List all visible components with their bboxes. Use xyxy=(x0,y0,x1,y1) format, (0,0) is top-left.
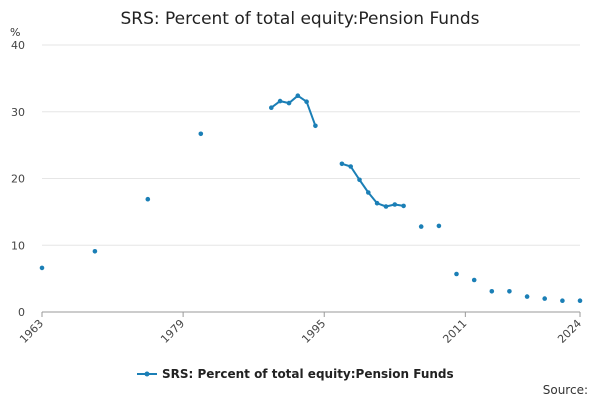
data-point[interactable] xyxy=(145,196,151,202)
data-point[interactable] xyxy=(366,190,371,195)
series-line xyxy=(341,162,404,208)
data-point[interactable] xyxy=(507,289,512,294)
y-tick-label: 10 xyxy=(11,239,25,252)
y-tick-label: 30 xyxy=(11,106,25,119)
data-point[interactable] xyxy=(339,161,345,167)
data-point[interactable] xyxy=(401,203,406,209)
data-point[interactable] xyxy=(418,224,424,229)
source-label: Source: xyxy=(543,383,588,397)
data-point[interactable] xyxy=(357,177,362,183)
data-point[interactable] xyxy=(39,265,45,271)
data-point[interactable] xyxy=(198,131,204,137)
data-point[interactable] xyxy=(92,249,98,254)
data-point[interactable] xyxy=(286,100,292,106)
x-tick-label: 2024 xyxy=(555,317,584,346)
data-point[interactable] xyxy=(348,164,354,169)
data-point[interactable] xyxy=(524,294,530,299)
data-point[interactable] xyxy=(560,298,565,304)
x-tick-label: 1979 xyxy=(158,317,187,346)
y-tick-label: 40 xyxy=(11,39,25,52)
data-point[interactable] xyxy=(542,296,547,301)
x-tick-label: 2011 xyxy=(440,317,469,346)
data-point[interactable] xyxy=(489,289,495,294)
data-point[interactable] xyxy=(471,277,477,283)
chart-title: SRS: Percent of total equity:Pension Fun… xyxy=(120,9,479,29)
legend-label: SRS: Percent of total equity:Pension Fun… xyxy=(162,367,454,381)
grid xyxy=(42,44,580,313)
x-tick-label: 1995 xyxy=(299,317,328,346)
y-tick-label: 20 xyxy=(11,173,25,186)
y-axis-unit: % xyxy=(10,26,20,39)
data-point[interactable] xyxy=(277,98,283,104)
data-point[interactable] xyxy=(436,223,442,229)
legend-marker xyxy=(144,371,150,377)
data-point[interactable] xyxy=(313,123,318,129)
x-axis: 1963 1979 1995 2011 2024 xyxy=(17,312,584,346)
data-point[interactable] xyxy=(577,298,583,304)
y-tick-label: 0 xyxy=(18,306,25,319)
data-point[interactable] xyxy=(295,93,301,98)
series-line xyxy=(270,94,317,127)
data-point[interactable] xyxy=(383,204,389,209)
data-point[interactable] xyxy=(392,202,398,207)
data-point[interactable] xyxy=(269,105,274,110)
series-layer xyxy=(39,93,583,304)
x-tick-label: 1963 xyxy=(17,317,46,346)
y-axis-ticks: 0 10 20 30 40 xyxy=(11,39,25,319)
data-point[interactable] xyxy=(374,200,380,206)
legend[interactable]: SRS: Percent of total equity:Pension Fun… xyxy=(137,367,454,381)
data-point[interactable] xyxy=(454,271,459,277)
data-point[interactable] xyxy=(304,99,309,104)
